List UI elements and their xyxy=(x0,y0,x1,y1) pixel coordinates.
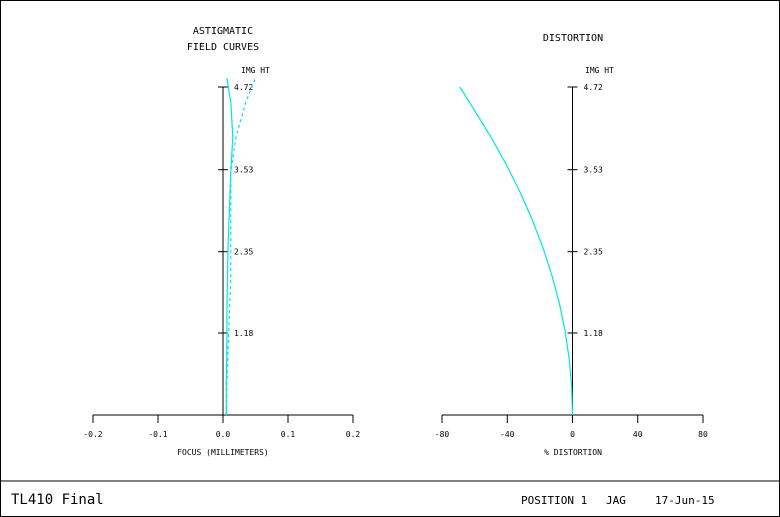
astig-series-solid-line xyxy=(225,77,234,415)
astig-y-tick-label: 4.72 xyxy=(234,83,253,92)
astig-xlabel: FOCUS (MILLIMETERS) xyxy=(177,448,269,457)
dist-y-tick-label: 4.72 xyxy=(584,83,603,92)
astig-y-tick-label: 3.53 xyxy=(234,166,253,175)
lens-name: TL410 Final xyxy=(11,492,104,508)
astig-x-tick-label: 0.0 xyxy=(216,430,231,439)
astig-x-tick-label: 0.2 xyxy=(346,430,361,439)
dist-series-solid-line xyxy=(459,86,574,416)
dist-x-tick-label: -40 xyxy=(500,430,515,439)
astig-x-tick-label: 0.1 xyxy=(281,430,296,439)
astig-ylabel: IMG HT xyxy=(241,66,270,75)
astig-title-line1: ASTIGMATIC xyxy=(193,26,253,37)
astig-title-line2: FIELD CURVES xyxy=(187,42,259,53)
dist-y-tick-label: 1.18 xyxy=(584,329,603,338)
dist-title: DISTORTION xyxy=(543,33,603,44)
astig-y-tick-label: 2.35 xyxy=(234,248,253,257)
distortion-chart: -80 -40 0 40 80 1.18 2.35 3.53 4.72 xyxy=(435,83,708,439)
dist-x-tick-label: 0 xyxy=(570,430,575,439)
astig-series-dashed-line xyxy=(225,77,257,416)
dist-y-tick-label: 2.35 xyxy=(584,248,603,257)
footer-position: POSITION 1 xyxy=(521,494,587,507)
footer-date: 17-Jun-15 xyxy=(655,494,715,507)
dist-x-tick-label: 80 xyxy=(698,430,708,439)
footer-author: JAG xyxy=(606,494,626,507)
dist-x-tick-label: -80 xyxy=(435,430,450,439)
astig-y-tick-label: 1.18 xyxy=(234,329,253,338)
dist-ylabel: IMG HT xyxy=(585,66,614,75)
dist-x-tick-label: 40 xyxy=(633,430,643,439)
astig-x-tick-label: -0.1 xyxy=(148,430,167,439)
astig-x-tick-label: -0.2 xyxy=(83,430,102,439)
astig-chart: -0.2 -0.1 0.0 0.1 0.2 1.18 2.35 3.53 4.72 xyxy=(83,77,361,439)
dist-y-tick-label: 3.53 xyxy=(584,166,603,175)
dist-xlabel: % DISTORTION xyxy=(544,448,602,457)
